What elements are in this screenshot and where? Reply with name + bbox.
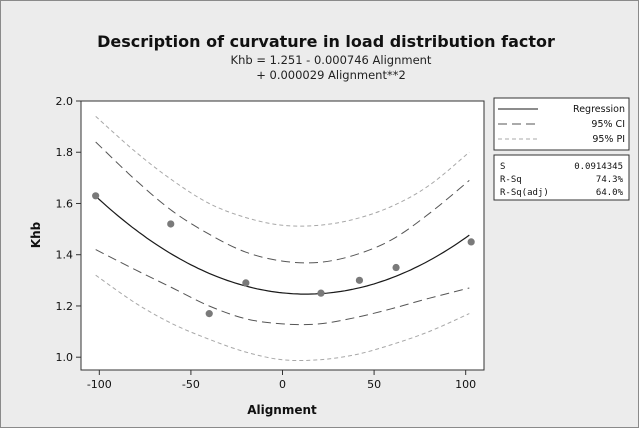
regression-curve <box>95 195 470 295</box>
equation-line-2: + 0.000029 Alignment**2 <box>256 68 406 82</box>
data-point <box>467 238 475 246</box>
y-axis-ticks: 1.0 1.2 1.4 1.6 1.8 2.0 <box>56 95 81 364</box>
y-tick-label: 1.8 <box>56 146 74 159</box>
y-tick-label: 1.0 <box>56 351 74 364</box>
stats-box: S 0.0914345 R-Sq 74.3% R-Sq(adj) 64.0% <box>493 154 630 201</box>
stat-rsq-adj-label: R-Sq(adj) <box>500 188 549 198</box>
data-point <box>205 310 213 318</box>
data-points <box>92 192 475 318</box>
ci-upper-curve <box>95 141 470 264</box>
legend-ci-label: 95% CI <box>591 119 625 130</box>
data-point <box>92 192 100 200</box>
y-tick-label: 2.0 <box>56 95 74 108</box>
legend-box: Regression 95% CI 95% PI <box>493 97 630 151</box>
stat-s-value: 0.0914345 <box>574 162 623 172</box>
y-tick-label: 1.4 <box>56 249 74 262</box>
chart-title: Description of curvature in load distrib… <box>97 32 555 51</box>
stat-rsq-value: 74.3% <box>596 175 624 185</box>
pi-upper-curve <box>95 116 470 227</box>
data-point <box>355 276 364 284</box>
stat-rsq-adj-value: 64.0% <box>596 188 624 198</box>
data-point <box>242 279 250 287</box>
pi-lower-curve <box>95 274 470 362</box>
x-tick-label: 100 <box>455 378 476 391</box>
ci-lower-curve <box>95 249 470 326</box>
stat-rsq-label: R-Sq <box>500 175 522 185</box>
x-tick-label: 0 <box>279 378 286 391</box>
plot-area <box>80 100 485 371</box>
x-tick-label: -100 <box>87 378 112 391</box>
y-axis-label: Khb <box>29 221 43 248</box>
legend-regression-label: Regression <box>573 104 625 115</box>
data-point <box>167 220 175 228</box>
y-tick-label: 1.6 <box>56 197 74 210</box>
x-tick-label: 50 <box>367 378 381 391</box>
y-tick-label: 1.2 <box>56 300 74 313</box>
stat-s-label: S <box>500 162 505 172</box>
x-tick-label: -50 <box>182 378 200 391</box>
x-axis-label: Alignment <box>247 403 317 417</box>
fitted-curves <box>95 116 470 362</box>
data-point <box>392 263 400 272</box>
x-axis-ticks: -100 -50 0 50 100 <box>87 370 476 391</box>
data-point <box>317 289 325 297</box>
equation-line-1: Khb = 1.251 - 0.000746 Alignment <box>231 53 432 67</box>
legend-pi-label: 95% PI <box>592 134 625 145</box>
